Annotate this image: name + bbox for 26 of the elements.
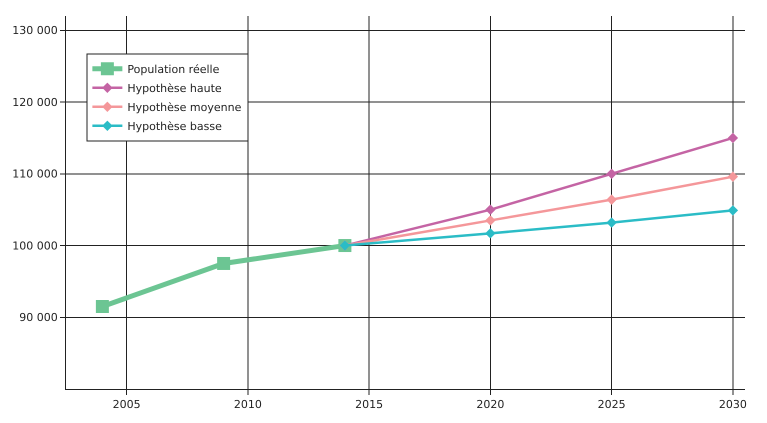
legend-label: Hypothèse haute — [127, 82, 222, 96]
x-tick-label: 2025 — [598, 398, 626, 412]
point — [485, 204, 496, 215]
point — [606, 217, 617, 228]
point — [96, 300, 109, 314]
point — [217, 256, 230, 270]
x-tick-label: 2010 — [234, 398, 262, 412]
legend-label: Population réelle — [127, 63, 220, 76]
y-tick-label: 130 000 — [12, 24, 58, 38]
point — [606, 168, 617, 180]
y-tick-label: 110 000 — [12, 168, 58, 181]
x-tick-label: 2030 — [718, 398, 747, 412]
point — [485, 228, 496, 239]
point — [728, 171, 738, 182]
x-tick-label: 2015 — [355, 398, 384, 412]
x-tick-label: 2020 — [476, 398, 504, 412]
point — [606, 194, 617, 205]
point — [485, 215, 496, 226]
y-tick-label: 120 000 — [12, 96, 58, 109]
point — [728, 132, 738, 144]
legend-label: Hypothèse basse — [127, 120, 222, 134]
point — [728, 205, 738, 216]
x-tick-label: 2005 — [112, 398, 141, 412]
y-tick-label: 100 000 — [12, 239, 58, 252]
y-tick-label: 90 000 — [19, 311, 58, 324]
legend-label: Hypothèse moyenne — [127, 101, 242, 114]
